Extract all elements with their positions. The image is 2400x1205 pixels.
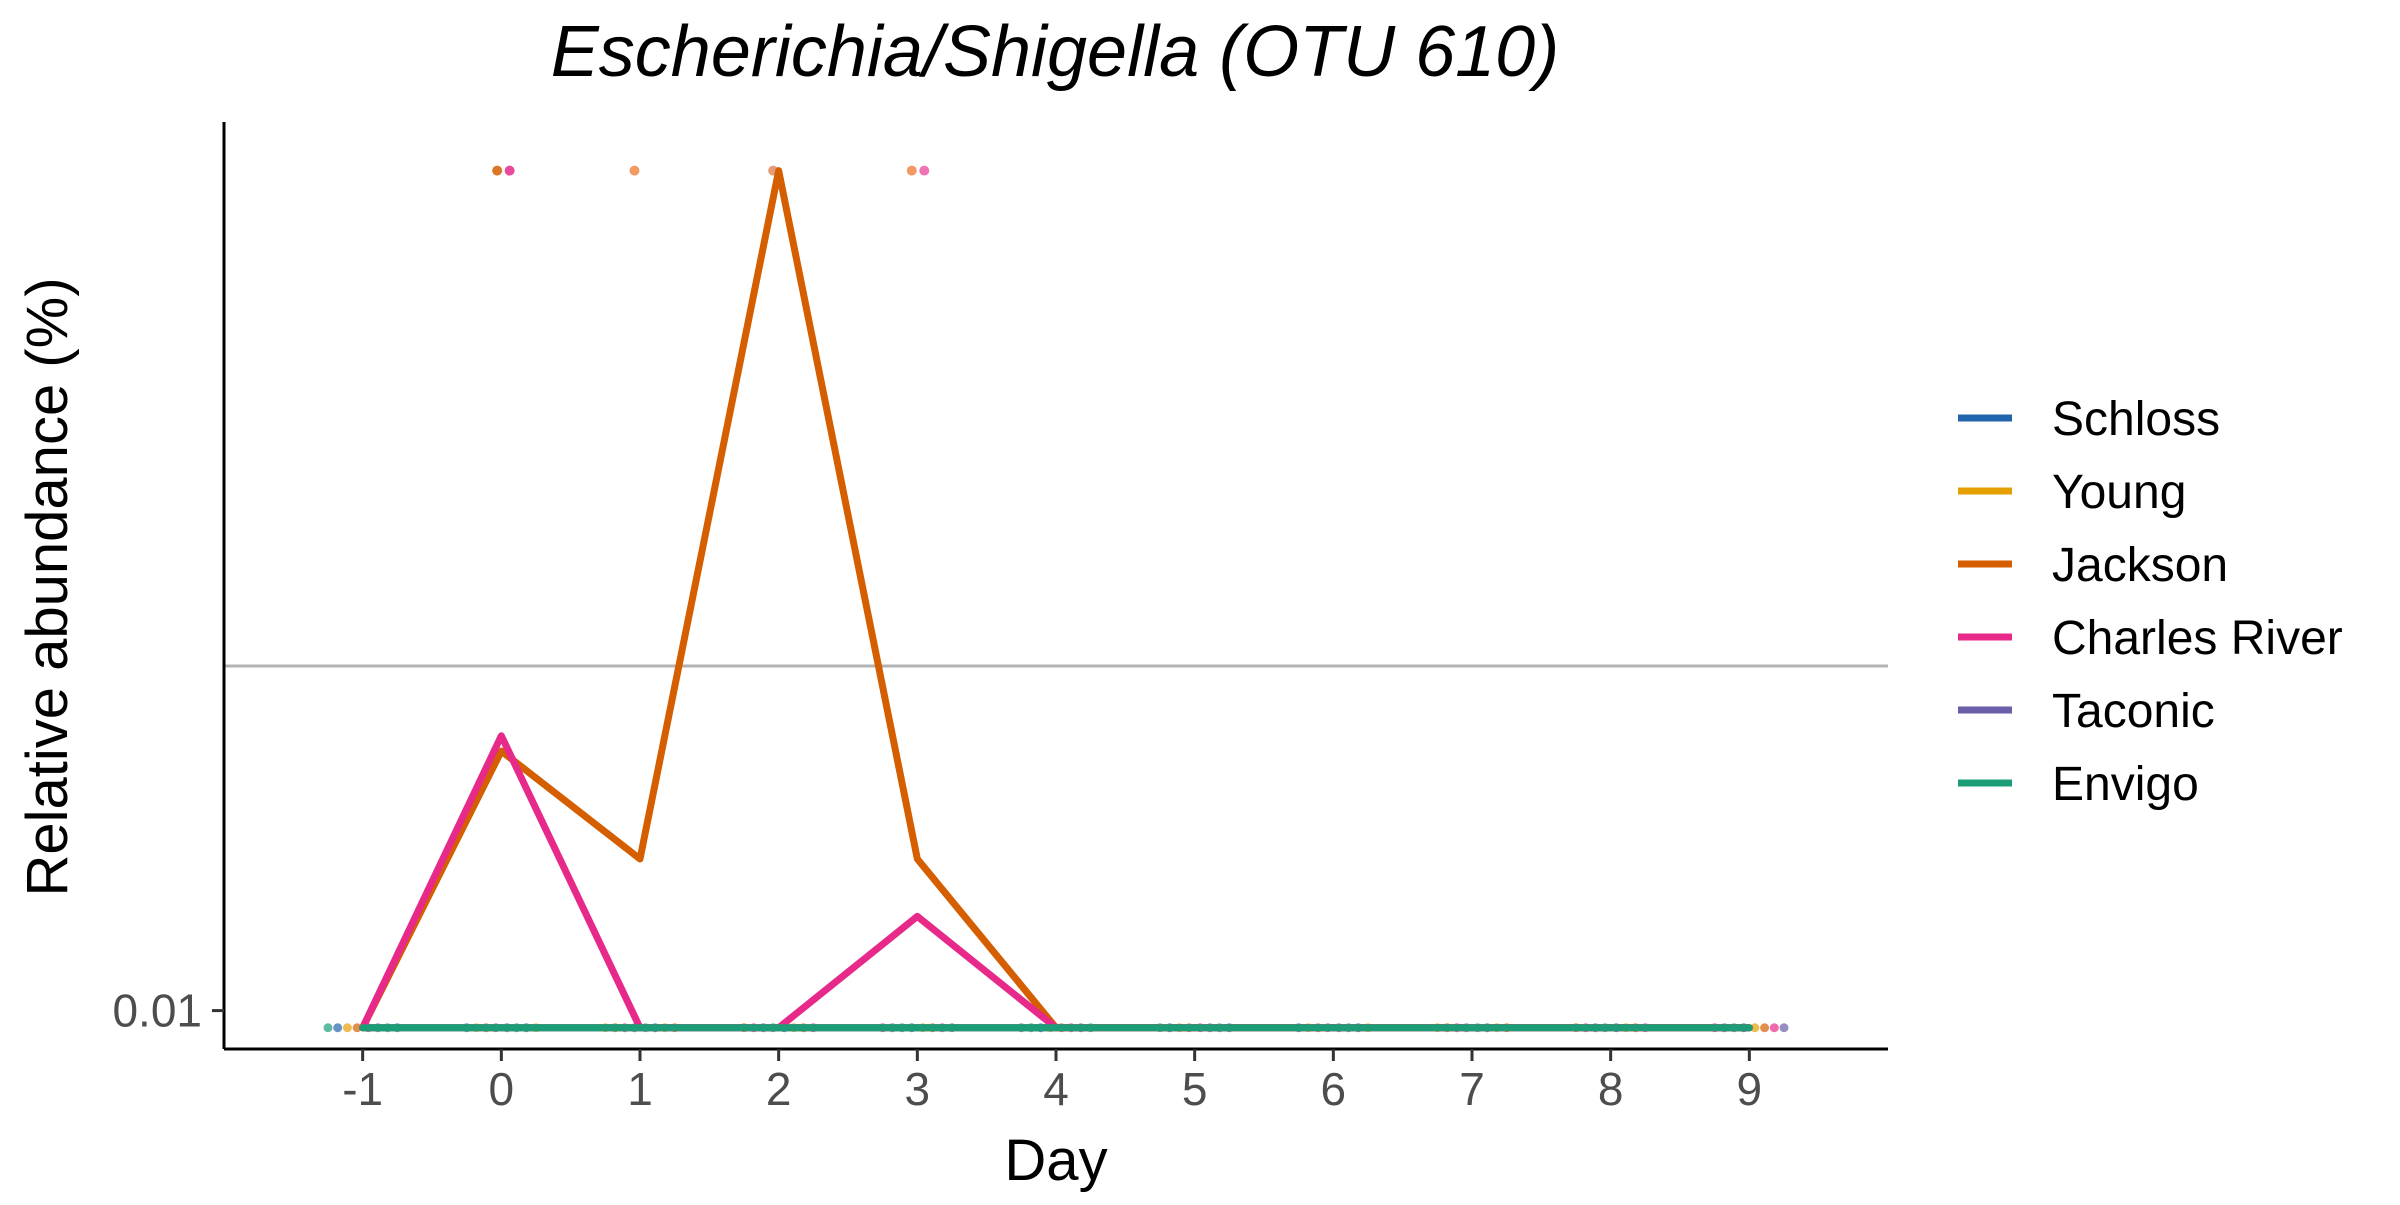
sample-point [1769,1023,1779,1033]
x-tick-label: 4 [1043,1063,1069,1115]
x-tick-label: 9 [1737,1063,1763,1115]
x-tick-label: 1 [627,1063,653,1115]
plot-area [224,165,1888,1033]
sample-point-high [629,165,640,176]
y-tick-label: 0.01 [112,985,202,1037]
legend-label-taconic: Taconic [2052,685,2215,738]
sample-point [1760,1023,1770,1033]
sample-point [1750,1023,1760,1033]
sample-point [333,1023,343,1033]
legend-label-young: Young [2052,466,2186,519]
sample-point [1779,1023,1789,1033]
x-axis-ticks: -1 0 1 2 3 4 5 6 7 8 9 [342,1049,1762,1115]
sample-point-high [919,165,930,176]
sample-point-high [906,165,917,176]
x-tick-label: 5 [1182,1063,1208,1115]
y-axis-ticks: 0.01 [112,985,224,1037]
legend-label-jackson: Jackson [2052,539,2228,592]
sample-point-high [492,165,503,176]
sample-point [342,1023,352,1033]
legend-label-schloss: Schloss [2052,393,2220,446]
x-tick-label: 7 [1459,1063,1485,1115]
series-line-jackson [359,167,1753,1032]
legend-label-envigo: Envigo [2052,758,2199,811]
y-axis-title: Relative abundance (%) [15,277,80,896]
chart-title: Escherichia/Shigella (OTU 610) [551,12,1559,92]
sample-point [323,1023,333,1033]
x-tick-label: 6 [1321,1063,1347,1115]
x-tick-label: 3 [905,1063,931,1115]
series-line-charles-river [359,732,1753,1032]
sample-point-high [504,165,515,176]
legend: Schloss Young Jackson Charles River Taconic E… [1958,393,2343,811]
x-tick-label: -1 [342,1063,383,1115]
x-tick-label: 2 [766,1063,792,1115]
x-axis-title: Day [1004,1128,1107,1193]
legend-label-charles-river: Charles River [2052,612,2343,665]
sample-point [352,1023,362,1033]
x-tick-label: 8 [1598,1063,1624,1115]
x-tick-label: 0 [489,1063,515,1115]
